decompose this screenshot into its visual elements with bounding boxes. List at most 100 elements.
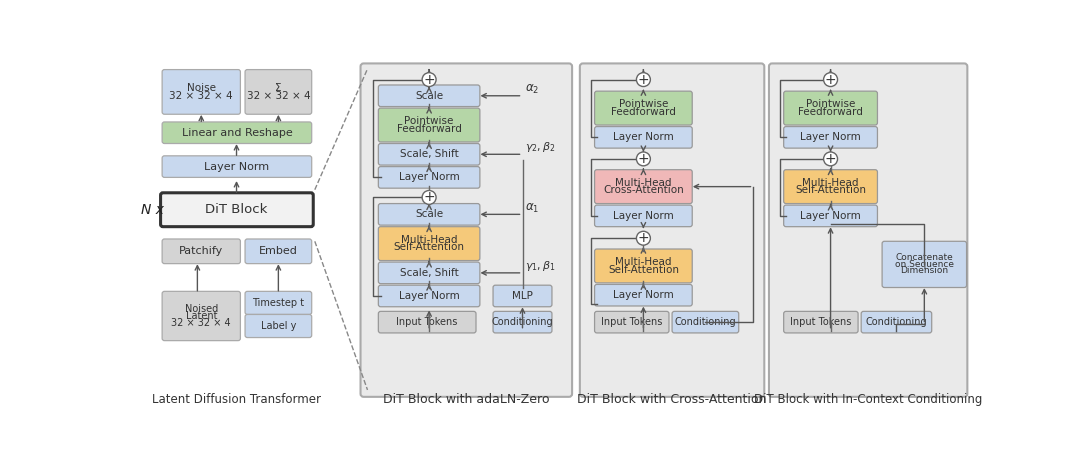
- FancyBboxPatch shape: [361, 63, 572, 397]
- Text: Layer Norm: Layer Norm: [399, 172, 459, 182]
- Text: MLP: MLP: [512, 291, 532, 301]
- Text: Patchify: Patchify: [179, 246, 224, 256]
- Text: DiT Block with Cross-Attention: DiT Block with Cross-Attention: [578, 393, 767, 406]
- Text: N x: N x: [140, 203, 163, 217]
- Text: Layer Norm: Layer Norm: [399, 291, 459, 301]
- Text: Layer Norm: Layer Norm: [204, 162, 270, 172]
- Text: DiT Block with adaLN-Zero: DiT Block with adaLN-Zero: [383, 393, 550, 406]
- FancyBboxPatch shape: [161, 193, 313, 227]
- FancyBboxPatch shape: [784, 311, 859, 333]
- Text: Scale: Scale: [415, 209, 443, 219]
- FancyBboxPatch shape: [595, 126, 692, 148]
- FancyBboxPatch shape: [245, 70, 312, 114]
- Text: Multi-Head: Multi-Head: [616, 257, 672, 267]
- FancyBboxPatch shape: [595, 170, 692, 203]
- Text: 32 × 32 × 4: 32 × 32 × 4: [172, 318, 231, 328]
- FancyBboxPatch shape: [595, 311, 669, 333]
- Text: Multi-Head: Multi-Head: [616, 178, 672, 188]
- Text: Conditioning: Conditioning: [866, 317, 928, 327]
- Text: Input Tokens: Input Tokens: [396, 317, 458, 327]
- Text: Scale, Shift: Scale, Shift: [400, 149, 459, 159]
- Text: Input Tokens: Input Tokens: [791, 317, 851, 327]
- Text: Concatenate: Concatenate: [895, 253, 954, 262]
- Text: Feedforward: Feedforward: [611, 107, 676, 117]
- Text: Conditioning: Conditioning: [491, 317, 553, 327]
- FancyBboxPatch shape: [245, 239, 312, 264]
- Text: Layer Norm: Layer Norm: [800, 132, 861, 142]
- Text: Noise: Noise: [187, 83, 216, 93]
- Text: Cross-Attention: Cross-Attention: [603, 185, 684, 196]
- Text: Scale, Shift: Scale, Shift: [400, 268, 459, 278]
- Text: Latent Diffusion Transformer: Latent Diffusion Transformer: [152, 393, 321, 406]
- Circle shape: [422, 73, 436, 87]
- FancyBboxPatch shape: [378, 203, 480, 225]
- FancyBboxPatch shape: [784, 91, 877, 125]
- FancyBboxPatch shape: [245, 291, 312, 315]
- Text: Dimension: Dimension: [901, 267, 948, 275]
- FancyBboxPatch shape: [162, 291, 241, 341]
- FancyBboxPatch shape: [162, 70, 241, 114]
- Text: Timestep t: Timestep t: [253, 298, 305, 308]
- Text: Latent: Latent: [186, 311, 217, 321]
- Text: Self-Attention: Self-Attention: [393, 242, 464, 252]
- Text: Layer Norm: Layer Norm: [613, 132, 674, 142]
- FancyBboxPatch shape: [378, 85, 480, 107]
- FancyBboxPatch shape: [769, 63, 968, 397]
- Text: 32 × 32 × 4: 32 × 32 × 4: [170, 91, 233, 101]
- FancyBboxPatch shape: [784, 126, 877, 148]
- FancyBboxPatch shape: [595, 284, 692, 306]
- Text: on Sequence: on Sequence: [895, 260, 954, 269]
- Text: +: +: [825, 152, 836, 166]
- FancyBboxPatch shape: [378, 108, 480, 142]
- FancyBboxPatch shape: [882, 241, 967, 288]
- Text: Scale: Scale: [415, 91, 443, 101]
- Text: Pointwise: Pointwise: [806, 99, 855, 109]
- Text: Noised: Noised: [185, 304, 218, 314]
- FancyBboxPatch shape: [378, 311, 476, 333]
- Text: $\alpha_2$: $\alpha_2$: [525, 83, 539, 96]
- Text: DiT Block: DiT Block: [205, 203, 268, 216]
- FancyBboxPatch shape: [784, 170, 877, 203]
- FancyBboxPatch shape: [378, 143, 480, 165]
- Text: +: +: [637, 152, 649, 166]
- Text: $\gamma_2,\beta_2$: $\gamma_2,\beta_2$: [525, 141, 555, 154]
- Text: Layer Norm: Layer Norm: [613, 211, 674, 221]
- Circle shape: [636, 152, 650, 166]
- Text: Pointwise: Pointwise: [619, 99, 669, 109]
- Text: Layer Norm: Layer Norm: [613, 290, 674, 300]
- Text: DiT Block with In-Context Conditioning: DiT Block with In-Context Conditioning: [754, 393, 983, 406]
- Text: Self-Attention: Self-Attention: [608, 265, 679, 275]
- Circle shape: [422, 191, 436, 204]
- Text: +: +: [825, 73, 836, 87]
- Text: $\gamma_1,\beta_1$: $\gamma_1,\beta_1$: [525, 259, 556, 273]
- FancyBboxPatch shape: [378, 167, 480, 188]
- Text: Pointwise: Pointwise: [404, 116, 454, 126]
- Text: $\alpha_1$: $\alpha_1$: [525, 202, 539, 215]
- FancyBboxPatch shape: [494, 311, 552, 333]
- FancyBboxPatch shape: [595, 249, 692, 283]
- Text: Embed: Embed: [259, 246, 298, 256]
- Text: Label y: Label y: [260, 321, 296, 331]
- Circle shape: [824, 152, 837, 166]
- Text: Conditioning: Conditioning: [675, 317, 737, 327]
- FancyBboxPatch shape: [595, 205, 692, 227]
- FancyBboxPatch shape: [162, 239, 241, 264]
- Circle shape: [824, 73, 837, 87]
- FancyBboxPatch shape: [162, 122, 312, 143]
- FancyBboxPatch shape: [494, 285, 552, 307]
- Text: 32 × 32 × 4: 32 × 32 × 4: [246, 91, 310, 101]
- FancyBboxPatch shape: [162, 156, 312, 177]
- Text: +: +: [423, 73, 435, 87]
- Text: +: +: [423, 191, 435, 204]
- Text: Linear and Reshape: Linear and Reshape: [181, 128, 293, 138]
- FancyBboxPatch shape: [672, 311, 739, 333]
- Text: Input Tokens: Input Tokens: [602, 317, 662, 327]
- FancyBboxPatch shape: [378, 285, 480, 307]
- FancyBboxPatch shape: [580, 63, 765, 397]
- Text: Multi-Head: Multi-Head: [401, 235, 457, 245]
- Circle shape: [636, 73, 650, 87]
- FancyBboxPatch shape: [378, 262, 480, 284]
- Text: Feedforward: Feedforward: [798, 107, 863, 117]
- Text: +: +: [637, 231, 649, 245]
- Text: Σ: Σ: [275, 83, 282, 93]
